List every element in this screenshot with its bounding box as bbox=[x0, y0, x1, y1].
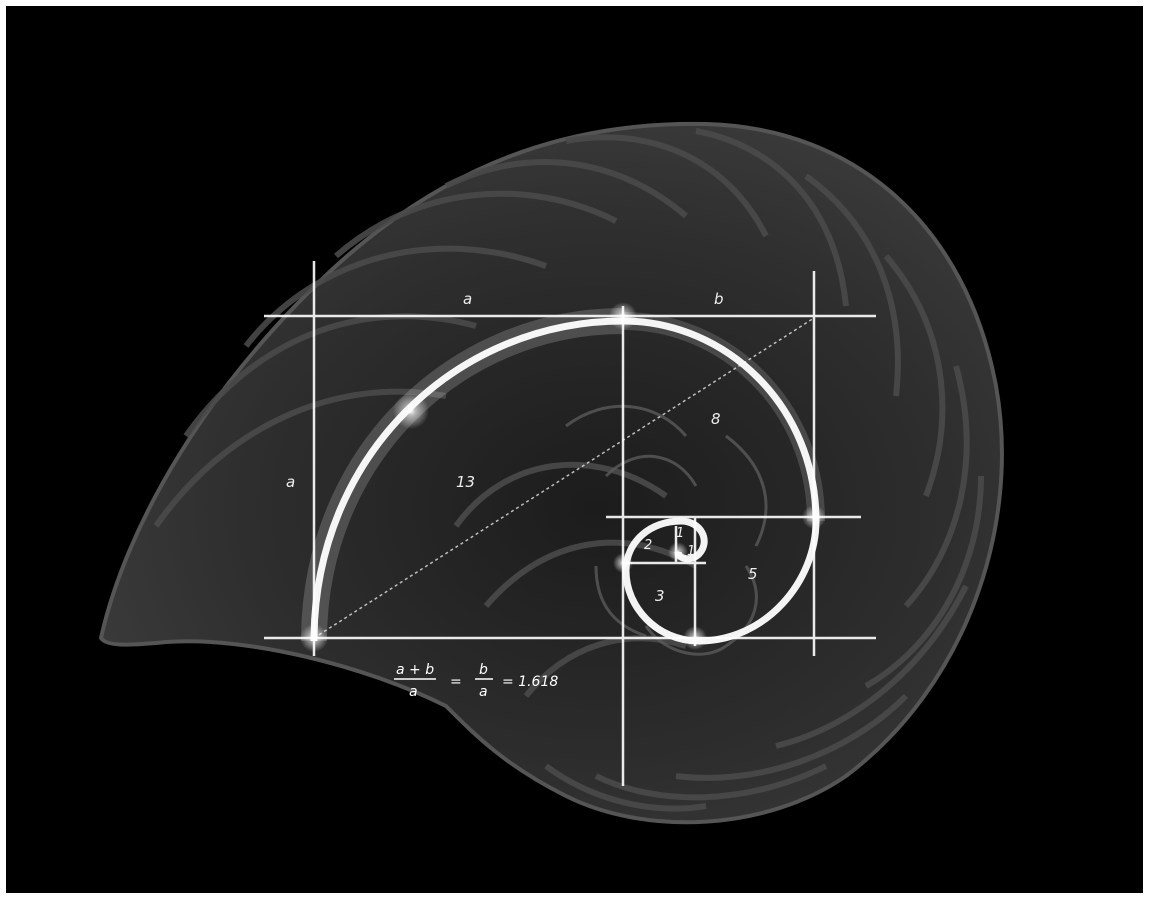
golden-rectangle-lines bbox=[264, 261, 876, 786]
formula-result: = 1.618 bbox=[502, 674, 558, 690]
label-square-2: 2 bbox=[644, 538, 652, 553]
shell-septa bbox=[153, 128, 984, 812]
label-square-5: 5 bbox=[748, 565, 758, 583]
golden-spiral bbox=[310, 317, 820, 645]
formula-numerator-2: b bbox=[479, 662, 488, 678]
label-square-1a: 1 bbox=[676, 526, 684, 541]
diagonal-dotted-line bbox=[313, 317, 815, 639]
shell-inner-septa bbox=[565, 404, 768, 656]
formula-equals-1: = bbox=[450, 674, 462, 690]
glow-points bbox=[300, 302, 826, 652]
nautilus-golden-ratio-diagram: a b a 13 8 5 3 2 1 1 a + b a = b a = 1.6… bbox=[98, 121, 1004, 825]
formula-denominator-2: a bbox=[479, 684, 488, 700]
golden-ratio-formula: a + b a = b a = 1.618 bbox=[394, 662, 558, 700]
diagram-canvas: a b a 13 8 5 3 2 1 1 a + b a = b a = 1.6… bbox=[6, 6, 1143, 893]
formula-numerator-1: a + b bbox=[396, 662, 434, 678]
formula-denominator-1: a bbox=[409, 684, 418, 700]
label-square-8: 8 bbox=[711, 410, 721, 428]
label-left-a: a bbox=[286, 473, 295, 491]
label-top-a: a bbox=[463, 290, 472, 308]
label-top-b: b bbox=[714, 290, 724, 308]
label-square-1b: 1 bbox=[687, 544, 695, 559]
label-square-3: 3 bbox=[655, 587, 665, 605]
shell-outline bbox=[98, 121, 1004, 825]
label-square-13: 13 bbox=[456, 473, 475, 491]
